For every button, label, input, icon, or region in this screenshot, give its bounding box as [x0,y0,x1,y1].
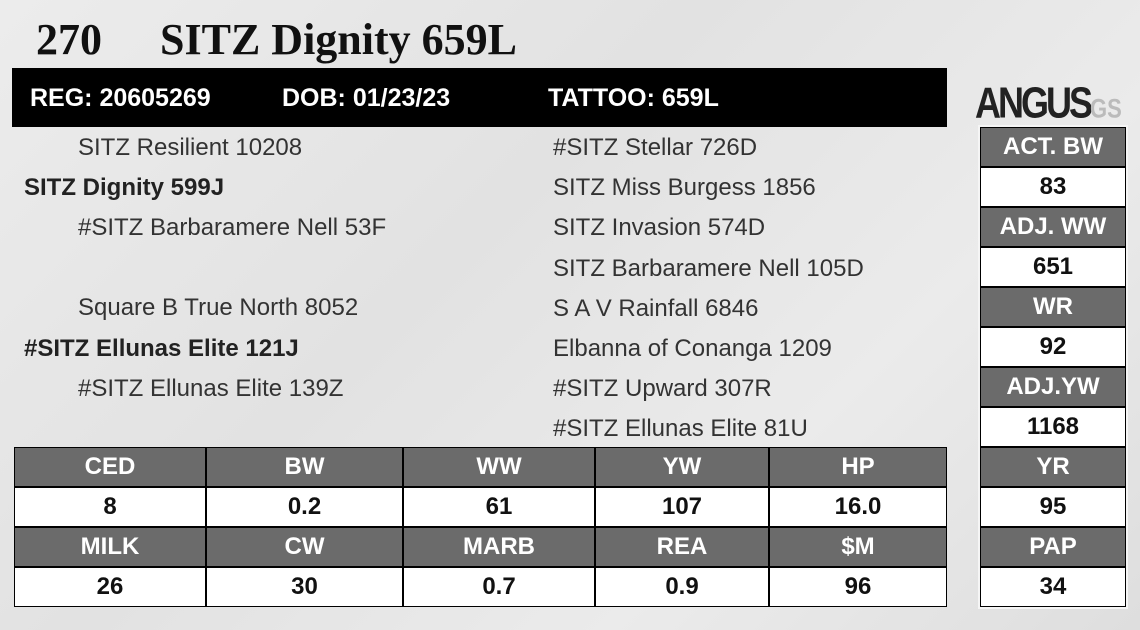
epd-header: WW [403,447,595,487]
great-grandparent-name: #SITZ Ellunas Elite 81U [553,415,808,443]
performance-value: 83 [980,167,1126,207]
performance-label: ADJ.YW [980,367,1126,407]
performance-label: ADJ. WW [980,207,1126,247]
great-grandparent-name: Elbanna of Conanga 1209 [553,335,832,362]
great-grandparent-name: #SITZ Stellar 726D [553,134,758,161]
performance-value: 651 [980,247,1126,287]
epd-value: 0.9 [595,567,769,607]
info-item: DOB: 01/23/23 [282,84,451,112]
epd-header: BW [206,447,403,487]
epd-header: CED [14,447,206,487]
performance-label: YR [980,447,1126,487]
epd-header: HP [769,447,947,487]
great-grandparent-name: SITZ Barbaramere Nell 105D [553,254,864,282]
performance-value: 34 [980,567,1126,607]
epd-value: 0.7 [403,567,595,607]
epd-value: 0.2 [206,487,403,527]
epd-header: MARB [403,527,595,567]
grandparent-name: SITZ Resilient 10208 [78,134,303,161]
grandparent-name: Square B True North 8052 [78,294,359,321]
great-grandparent-name: SITZ Invasion 574D [553,214,766,242]
logo-name: ANGUS [975,78,1093,128]
parent-name: #SITZ Ellunas Elite 121J [24,335,299,362]
great-grandparent-name: #SITZ Upward 307R [553,375,772,403]
epd-value: 26 [14,567,206,607]
performance-value: 1168 [980,407,1126,447]
performance-label: WR [980,287,1126,327]
performance-value: 92 [980,327,1126,367]
great-grandparent-name: SITZ Miss Burgess 1856 [553,174,816,202]
epd-value: 107 [595,487,769,527]
logo: ANGUSGS [975,78,1122,128]
performance-label: ACT. BW [980,127,1126,167]
grandparent-name: #SITZ Ellunas Elite 139Z [78,375,344,402]
performance-value: 95 [980,487,1126,527]
epd-header: YW [595,447,769,487]
epd-header: CW [206,527,403,567]
info-bar [12,68,947,127]
epd-header: $M [769,527,947,567]
epd-value: 61 [403,487,595,527]
epd-header: MILK [14,527,206,567]
animal-name: SITZ Dignity 659L [160,15,517,64]
epd-value: 30 [206,567,403,607]
grandparent-name: #SITZ Barbaramere Nell 53F [78,214,387,241]
performance-label: PAP [980,527,1126,567]
info-item: REG: 20605269 [30,84,211,112]
lot-number: 270 [36,15,102,64]
epd-value: 8 [14,487,206,527]
info-item: TATTOO: 659L [548,84,719,112]
parent-name: SITZ Dignity 599J [24,174,225,201]
epd-value: 96 [769,567,947,607]
epd-value: 16.0 [769,487,947,527]
logo-suffix: GS [1090,93,1122,124]
great-grandparent-name: S A V Rainfall 6846 [553,294,759,322]
epd-header: REA [595,527,769,567]
